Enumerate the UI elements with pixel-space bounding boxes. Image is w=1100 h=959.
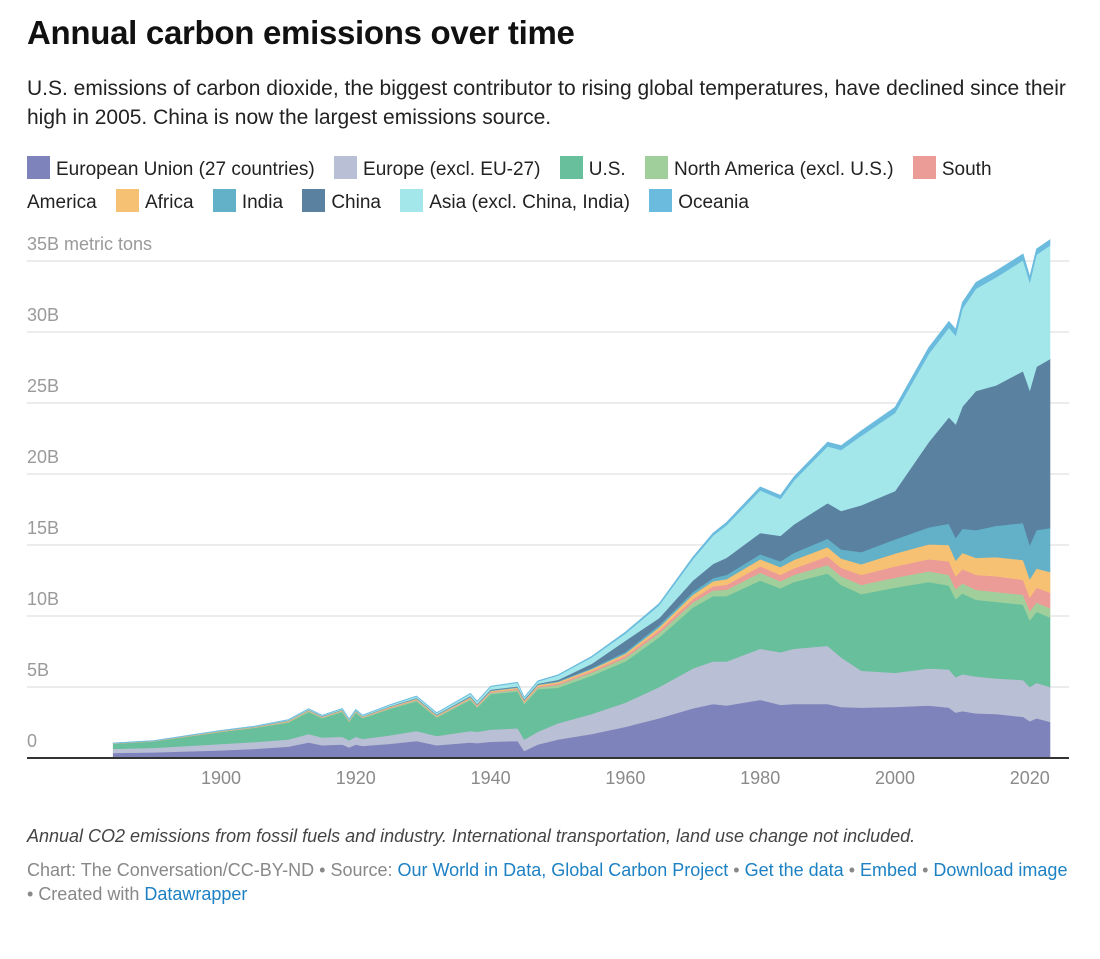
chart-note: Annual CO2 emissions from fossil fuels a… <box>27 826 916 846</box>
legend-label: U.S. <box>588 159 626 180</box>
y-tick-label: 15B <box>27 518 60 538</box>
legend-swatch <box>115 189 139 212</box>
x-tick-label: 2000 <box>874 768 916 788</box>
x-tick-label: 1940 <box>470 768 511 788</box>
legend-item: Asia (excl. China, India) <box>400 189 630 213</box>
legend-label: Asia (excl. China, India) <box>429 192 630 213</box>
source-link[interactable]: Our World in Data, Global Carbon Project <box>397 860 729 880</box>
y-tick-label: 30B <box>27 305 60 325</box>
separator: • <box>843 860 860 880</box>
legend-item: U.S. <box>559 156 626 180</box>
legend-swatch <box>644 156 668 179</box>
separator: • <box>922 860 934 880</box>
legend-swatch <box>559 156 583 179</box>
legend-swatch <box>400 189 424 212</box>
legend-label: North America (excl. U.S.) <box>673 159 894 180</box>
x-tick-label: 1920 <box>335 768 376 788</box>
y-tick-label: 25B <box>27 376 60 396</box>
legend-item: India <box>212 189 284 213</box>
legend-swatch <box>912 156 936 179</box>
separator: • <box>728 860 745 880</box>
legend-item: Oceania <box>649 189 749 213</box>
x-tick-label: 1960 <box>605 768 646 788</box>
legend-swatch <box>649 189 673 212</box>
area-series <box>112 239 1051 759</box>
chart-credit: Chart: The Conversation/CC-BY-ND <box>27 860 315 880</box>
legend-item: Africa <box>115 189 194 213</box>
x-tick-label: 2020 <box>1009 768 1050 788</box>
legend-item: Europe (excl. EU-27) <box>334 156 541 180</box>
legend-label: South America <box>27 159 992 213</box>
legend-swatch <box>27 156 50 179</box>
source-label: Source: <box>330 860 398 880</box>
embed-link[interactable]: Embed <box>860 860 918 880</box>
separator: • <box>27 884 39 904</box>
legend-label: Europe (excl. EU-27) <box>363 159 541 180</box>
datawrapper-link[interactable]: Datawrapper <box>144 884 248 904</box>
area-oceania <box>112 239 1051 744</box>
x-tick-label: 1980 <box>740 768 781 788</box>
legend-item: China <box>302 189 381 213</box>
y-tick-label: 20B <box>27 447 60 467</box>
legend-label: China <box>331 192 381 213</box>
legend-label: European Union (27 countries) <box>56 159 315 180</box>
download-image-link[interactable]: Download image <box>933 860 1068 880</box>
legend-item: North America (excl. U.S.) <box>644 156 894 180</box>
y-tick-label: 0 <box>27 731 38 751</box>
x-tick-label: 1900 <box>200 768 242 788</box>
separator: • <box>314 860 331 880</box>
created-with: Created with <box>38 884 145 904</box>
y-tick-label: 35B metric tons <box>27 234 153 254</box>
y-tick-label: 10B <box>27 589 60 609</box>
get-data-link[interactable]: Get the data <box>744 860 844 880</box>
legend-label: India <box>241 192 284 213</box>
legend-item: European Union (27 countries) <box>27 156 315 180</box>
credits: Chart: The Conversation/CC-BY-ND • Sourc… <box>27 858 1077 906</box>
chart-title: Annual carbon emissions over time <box>27 14 575 51</box>
legend-label: Oceania <box>678 192 749 213</box>
y-tick-label: 5B <box>27 660 50 680</box>
legend-swatch <box>302 189 326 212</box>
legend-item: South America <box>27 156 992 213</box>
chart-subtitle: U.S. emissions of carbon dioxide, the bi… <box>27 77 1066 129</box>
legend-swatch <box>212 189 236 212</box>
legend-label: Africa <box>144 192 194 213</box>
legend: European Union (27 countries) Europe (ex… <box>27 153 1067 219</box>
legend-swatch <box>334 156 358 179</box>
